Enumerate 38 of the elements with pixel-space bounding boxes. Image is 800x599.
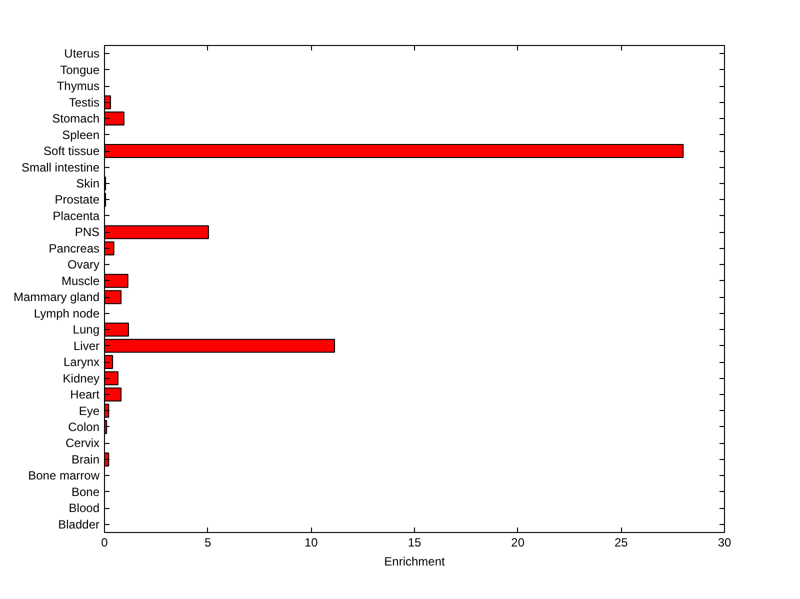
x-tick-label: 5 <box>204 536 212 550</box>
y-tick-label: Stomach <box>52 112 100 126</box>
y-tick-label: Heart <box>70 388 100 402</box>
y-tick-label: Skin <box>76 176 100 190</box>
y-tick-label: Mammary gland <box>13 290 100 304</box>
x-tick-label: 25 <box>614 536 628 550</box>
x-tick-label: 20 <box>511 536 525 550</box>
y-tick-label: Liver <box>73 338 100 353</box>
y-tick-label: Bladder <box>58 517 100 532</box>
y-tick-label: Lung <box>72 322 100 337</box>
y-tick-label: PNS <box>74 225 100 240</box>
y-tick-label: Pancreas <box>48 241 100 256</box>
y-tick-label: Cervix <box>66 436 100 450</box>
y-tick-label: Thymus <box>56 79 100 94</box>
x-tick-label: 10 <box>304 536 318 550</box>
y-tick-label: Larynx <box>63 355 100 370</box>
x-tick-label: 30 <box>718 536 732 550</box>
y-tick-label: Prostate <box>54 192 100 207</box>
y-tick-label: Bone <box>71 484 100 499</box>
x-axis-title: Enrichment <box>384 554 446 568</box>
y-tick-label: Testis <box>68 95 100 110</box>
y-tick-label: Eye <box>78 404 100 418</box>
y-tick-label: Muscle <box>61 274 100 288</box>
y-tick-label: Small intestine <box>21 160 100 174</box>
y-tick-label: Bone marrow <box>28 468 100 483</box>
y-tick-label: Soft tissue <box>43 144 100 158</box>
y-tick-label: Placenta <box>52 208 100 223</box>
y-tick-label: Brain <box>71 452 100 466</box>
x-tick-label: 0 <box>101 536 108 550</box>
y-tick-label: Uterus <box>64 46 100 61</box>
y-tick-label: Blood <box>68 501 100 516</box>
y-tick-label: Tongue <box>60 62 100 77</box>
y-tick-label: Lymph node <box>34 306 100 320</box>
y-tick-label: Colon <box>68 420 100 434</box>
y-tick-label: Spleen <box>62 128 100 142</box>
y-tick-label: Ovary <box>67 258 100 272</box>
y-tick-label: Kidney <box>62 371 100 386</box>
x-tick-label: 15 <box>408 536 422 550</box>
